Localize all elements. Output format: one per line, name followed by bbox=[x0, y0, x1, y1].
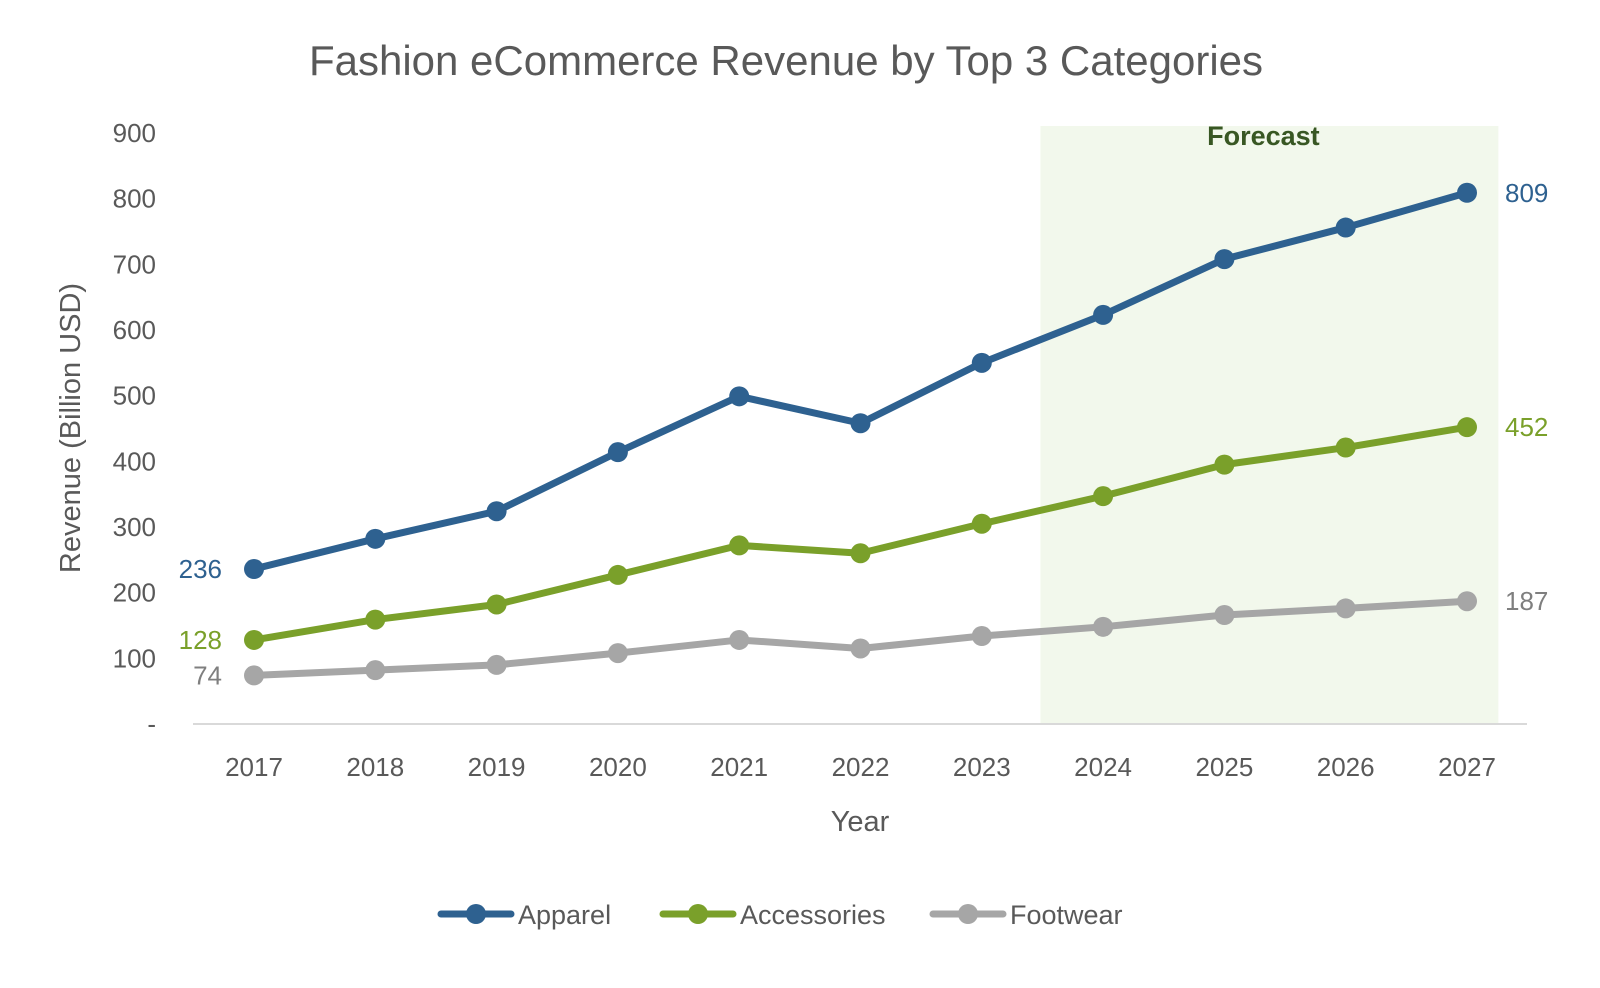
data-label-last: 809 bbox=[1505, 178, 1548, 208]
y-tick-label: 200 bbox=[113, 578, 156, 608]
data-label-first: 128 bbox=[179, 625, 222, 655]
x-axis-label: Year bbox=[831, 806, 890, 838]
legend-label: Accessories bbox=[740, 900, 886, 930]
y-tick-label: - bbox=[147, 709, 156, 739]
data-point bbox=[365, 609, 386, 630]
legend-swatch-marker bbox=[688, 904, 708, 924]
x-tick-label: 2023 bbox=[953, 752, 1011, 782]
data-point bbox=[486, 594, 507, 615]
y-tick-label: 300 bbox=[113, 512, 156, 542]
data-point bbox=[971, 626, 992, 647]
y-axis-ticks: - 100 200 300 400 500 600 700 800 900 bbox=[113, 118, 156, 739]
y-tick-label: 700 bbox=[113, 249, 156, 279]
x-tick-label: 2018 bbox=[346, 752, 404, 782]
data-point bbox=[1214, 604, 1235, 625]
series-accessories bbox=[244, 417, 1477, 650]
x-tick-label: 2021 bbox=[710, 752, 768, 782]
data-point bbox=[1093, 486, 1114, 507]
legend-item-accessories: Accessories bbox=[659, 900, 886, 930]
x-tick-label: 2017 bbox=[225, 752, 283, 782]
x-tick-label: 2022 bbox=[832, 752, 890, 782]
data-point bbox=[729, 386, 750, 407]
data-point bbox=[244, 559, 264, 580]
data-point bbox=[1093, 304, 1114, 325]
y-axis-label: Revenue (Billion USD) bbox=[55, 283, 87, 573]
y-tick-label: 600 bbox=[113, 315, 156, 345]
legend-item-apparel: Apparel bbox=[437, 900, 611, 930]
data-point bbox=[850, 543, 871, 564]
data-point bbox=[1335, 437, 1356, 458]
data-point bbox=[1457, 182, 1477, 203]
data-point bbox=[971, 513, 992, 534]
data-point bbox=[607, 643, 628, 664]
y-tick-label: 100 bbox=[113, 643, 156, 673]
data-point bbox=[1457, 591, 1477, 612]
legend-label: Footwear bbox=[1010, 900, 1123, 930]
data-point bbox=[244, 629, 264, 650]
data-point bbox=[729, 629, 750, 650]
data-label-first: 236 bbox=[179, 554, 222, 584]
series-footwear bbox=[244, 591, 1477, 686]
legend-label: Apparel bbox=[518, 900, 611, 930]
data-point bbox=[607, 564, 628, 585]
data-point bbox=[607, 442, 628, 463]
data-label-last: 187 bbox=[1505, 586, 1548, 616]
x-axis-ticks: 2017 2018 2019 2020 2021 2022 2023 2024 2025 2026… bbox=[225, 752, 1496, 782]
data-point bbox=[1214, 249, 1235, 270]
legend: Apparel Accessories Footwear bbox=[437, 900, 1123, 930]
data-point bbox=[850, 638, 871, 659]
y-tick-label: 400 bbox=[113, 446, 156, 476]
y-tick-label: 500 bbox=[113, 381, 156, 411]
x-tick-label: 2027 bbox=[1438, 752, 1496, 782]
legend-swatch-marker bbox=[958, 904, 978, 924]
data-labels: 236 809 128 452 74 187 bbox=[179, 178, 1549, 691]
series-apparel bbox=[244, 182, 1477, 580]
data-point bbox=[486, 501, 507, 522]
data-label-first: 74 bbox=[193, 660, 222, 690]
x-tick-label: 2020 bbox=[589, 752, 647, 782]
forecast-label: Forecast bbox=[1207, 121, 1320, 151]
data-point bbox=[365, 660, 386, 681]
data-point bbox=[1214, 454, 1235, 475]
series-layer bbox=[244, 182, 1477, 686]
legend-item-footwear: Footwear bbox=[929, 900, 1123, 930]
x-tick-label: 2024 bbox=[1074, 752, 1132, 782]
legend-swatch-marker bbox=[466, 904, 486, 924]
data-point bbox=[1335, 217, 1356, 238]
data-point bbox=[365, 528, 386, 549]
x-tick-label: 2019 bbox=[468, 752, 526, 782]
y-tick-label: 800 bbox=[113, 184, 156, 214]
data-point bbox=[1093, 616, 1114, 637]
data-point bbox=[729, 535, 750, 556]
data-point bbox=[244, 665, 264, 686]
x-tick-label: 2026 bbox=[1317, 752, 1375, 782]
data-label-last: 452 bbox=[1505, 412, 1548, 442]
y-tick-label: 900 bbox=[113, 118, 156, 148]
data-point bbox=[1457, 417, 1477, 438]
data-point bbox=[850, 413, 871, 434]
data-point bbox=[486, 654, 507, 675]
x-tick-label: 2025 bbox=[1195, 752, 1253, 782]
chart-title: Fashion eCommerce Revenue by Top 3 Categ… bbox=[309, 37, 1263, 84]
data-point bbox=[1335, 598, 1356, 619]
data-point bbox=[971, 352, 992, 373]
